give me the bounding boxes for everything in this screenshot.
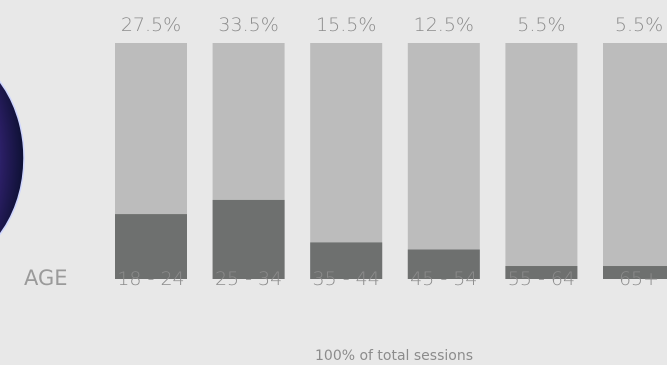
decorative-orb bbox=[0, 80, 25, 236]
bar bbox=[505, 266, 578, 279]
bar-track bbox=[310, 43, 383, 279]
bar bbox=[310, 242, 383, 279]
footnote: 100% of total sessions bbox=[315, 348, 473, 364]
x-axis-label: AGE bbox=[24, 266, 68, 290]
bar bbox=[212, 199, 285, 279]
bar bbox=[603, 266, 667, 279]
value-label: 27.5% bbox=[121, 14, 181, 36]
bar-track bbox=[603, 43, 667, 279]
category-label: 25 - 34 bbox=[215, 268, 282, 290]
category-label: 35 - 44 bbox=[313, 268, 380, 290]
bar bbox=[407, 249, 480, 279]
category-label: 18 - 24 bbox=[117, 268, 184, 290]
value-label: 12.5% bbox=[414, 14, 474, 36]
labels-layer: 27.5% 18 - 24 33.5% 25 - 34 15.5% 35 - 44 12.5… bbox=[117, 14, 663, 290]
bar-track bbox=[407, 43, 480, 279]
value-label: 5.5% bbox=[517, 14, 565, 36]
value-label: 15.5% bbox=[316, 14, 376, 36]
category-label: 45 - 54 bbox=[410, 268, 477, 290]
bar bbox=[115, 214, 187, 279]
bars-layer bbox=[115, 43, 667, 279]
value-label: 5.5% bbox=[615, 14, 663, 36]
category-label: 55 - 64 bbox=[508, 268, 575, 290]
category-label: 65+ bbox=[619, 268, 659, 290]
bar-track bbox=[505, 43, 578, 279]
value-label: 33.5% bbox=[218, 14, 278, 36]
